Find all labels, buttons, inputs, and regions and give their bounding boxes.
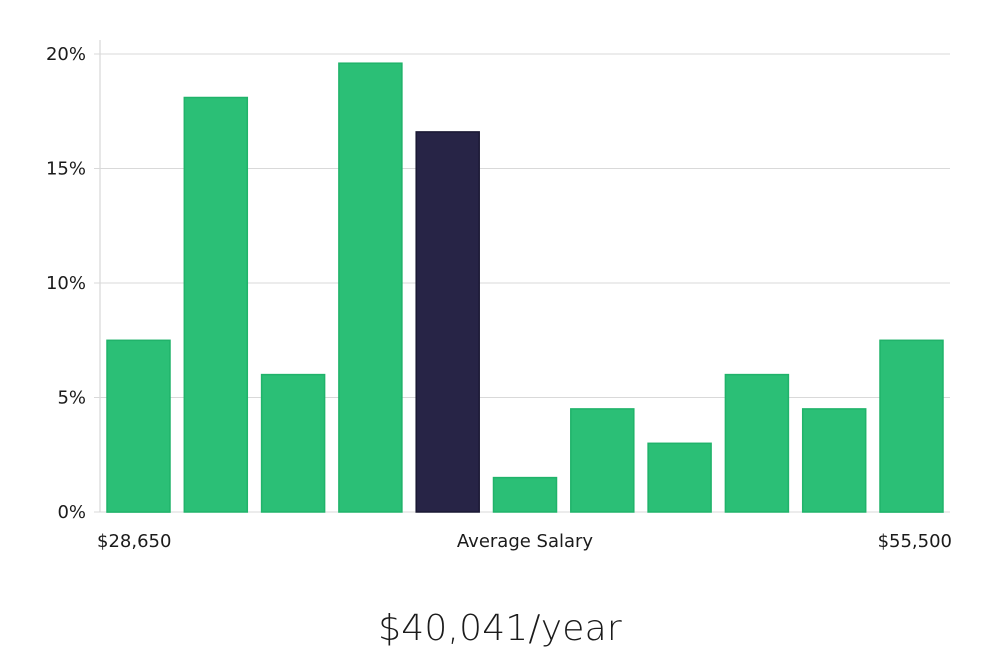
x-label-max: $55,500 bbox=[878, 531, 952, 552]
salary-histogram: 0% 5% 10% 15% 20% $28,650 Average Salary $55… bbox=[46, 40, 952, 552]
bar bbox=[106, 339, 171, 513]
bar bbox=[801, 408, 867, 513]
y-tick-label: 20% bbox=[46, 44, 86, 65]
y-tick-label: 10% bbox=[46, 273, 86, 294]
bar bbox=[570, 408, 635, 513]
y-axis-ticks: 0% 5% 10% 15% 20% bbox=[46, 44, 86, 523]
bar bbox=[183, 96, 249, 513]
y-tick-label: 0% bbox=[57, 502, 86, 523]
x-axis-labels: $28,650 Average Salary $55,500 bbox=[97, 531, 952, 552]
x-label-average: Average Salary bbox=[457, 531, 594, 552]
y-tick-label: 5% bbox=[57, 388, 86, 409]
bar bbox=[647, 442, 712, 513]
average-salary-headline: $40,041/year bbox=[378, 608, 622, 649]
y-tick-label: 15% bbox=[46, 159, 86, 180]
bar bbox=[492, 476, 558, 513]
bar bbox=[338, 62, 403, 513]
bars bbox=[106, 62, 944, 513]
bar bbox=[724, 373, 790, 513]
bar-average-salary bbox=[415, 131, 480, 513]
bar bbox=[879, 339, 944, 513]
x-label-min: $28,650 bbox=[97, 531, 171, 552]
bar bbox=[260, 373, 326, 513]
